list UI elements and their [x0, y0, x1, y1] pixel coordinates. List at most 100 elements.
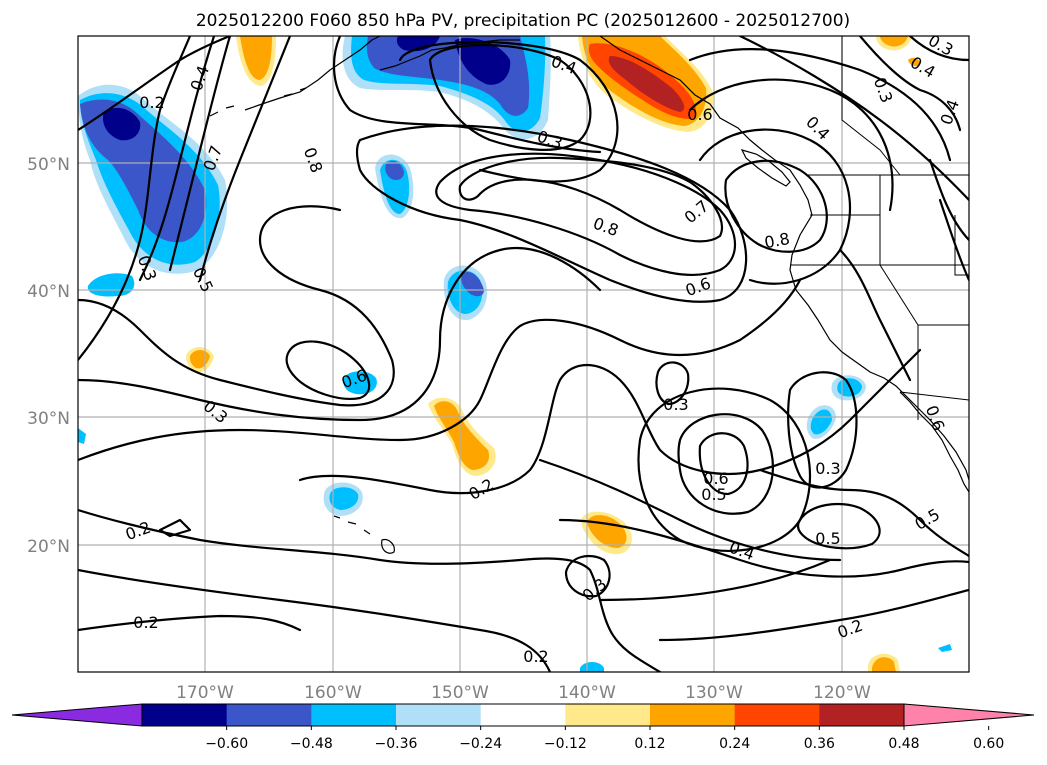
colorbar-segment: [396, 704, 482, 726]
lon-tick-label: 140°W: [558, 683, 616, 703]
colorbar-ticks: −0.60 −0.48 −0.36 −0.24 −0.12 0.12 0.24 0.36 0.4…: [205, 726, 1004, 752]
colorbar-segment: [480, 704, 566, 726]
colorbar-tick-label: −0.12: [544, 736, 587, 752]
contour-ne-ridge-3: [688, 78, 894, 212]
contour-far-ne: [928, 158, 969, 242]
state-borders: [790, 175, 969, 420]
lon-tick-label: 150°W: [431, 683, 489, 703]
contour-se-1: [658, 588, 969, 642]
contour-loop-east-5: [796, 502, 881, 550]
neg-region-north-max: [396, 36, 511, 85]
contour-label: 0.5: [815, 529, 840, 548]
lon-tick-label: 160°W: [304, 683, 362, 703]
contour-nw-trough-4: [198, 36, 292, 282]
colorbar-segment: [734, 704, 820, 726]
hawaii-islands: [333, 515, 395, 554]
neg-region-small-2-inner: [329, 487, 359, 510]
contour-loop-east-3: [637, 387, 812, 552]
contour-loop-east-4: [787, 371, 858, 489]
contour-central-1: [298, 348, 922, 495]
neg-region-tiny-2: [580, 662, 604, 672]
contour-west-1: [78, 205, 395, 407]
lat-tick-label: 20°N: [27, 537, 70, 557]
lon-tick-label: 170°W: [176, 683, 234, 703]
colorbar-extend-high: [903, 703, 1035, 727]
contour-north-1: [332, 36, 602, 154]
contour-loop-east-1: [698, 432, 749, 496]
pos-region-top-right-inner: [880, 36, 908, 47]
colorbar-segment: [650, 704, 736, 726]
colorbar-segment: [819, 704, 905, 726]
contour-south-3: [78, 614, 302, 632]
contour-ne-ridge-2: [698, 128, 852, 285]
colorbar-tick-label: −0.24: [459, 736, 502, 752]
contour-loop-east-2: [677, 413, 774, 515]
neg-region-tiny-3: [78, 428, 86, 444]
colorbar-tick-label: 0.12: [634, 736, 665, 752]
lat-tick-label: 50°N: [27, 155, 70, 175]
pos-region-north-west-inner: [240, 36, 272, 80]
colorbar-tick-label: −0.36: [375, 736, 418, 752]
contour-label: 0.5: [701, 485, 726, 504]
neg-region-northwest-max: [102, 107, 141, 141]
colorbar-frame: [141, 703, 905, 727]
contour-nw-trough-3: [168, 36, 232, 272]
coastlines: [209, 36, 969, 554]
contour-label: 0.6: [687, 105, 712, 124]
map-panel: 0.2 0.4 0.7 0.8 0.3 0.5 0.4 0.3 0.6 0.8 …: [77, 35, 970, 673]
lon-tick-labels: 170°W 160°W 150°W 140°W 130°W 120°W: [176, 683, 871, 703]
pos-region-top-right-2: [908, 57, 920, 67]
colorbar-tick-label: 0.24: [719, 736, 750, 752]
colorbar-segments: [11, 703, 1035, 727]
us-mexico-border: [899, 391, 969, 401]
contour-label: 0.6: [703, 469, 728, 488]
contour-loop-south: [564, 554, 611, 598]
pv-contours: [78, 36, 969, 672]
contour-small-box: [158, 518, 192, 538]
pos-region-bottom-right-inner: [872, 657, 896, 672]
contour-gulf: [838, 248, 912, 382]
colorbar-segment: [311, 704, 397, 726]
contour-west-loop: [285, 340, 371, 400]
lon-tick-label: 130°W: [685, 683, 743, 703]
se-alaska-bc-coast: [599, 36, 969, 481]
colorbar-segment: [565, 704, 651, 726]
neg-region-east-2-inner: [810, 409, 832, 435]
colorbar-tick-label: −0.48: [290, 736, 333, 752]
contour-label: 0.3: [663, 395, 688, 414]
contour-se-2: [598, 558, 832, 602]
alaska-peninsula: [379, 39, 520, 71]
colorbar: −0.60 −0.48 −0.36 −0.24 −0.12 0.12 0.24 0.36 0.4…: [11, 703, 1035, 752]
contour-ne-ridge-1: [724, 159, 828, 253]
alaska-coast: [244, 36, 381, 111]
contour-label: 0.8: [763, 229, 791, 252]
contour-label: 0.2: [139, 93, 164, 112]
contour-north-2: [428, 43, 592, 151]
aleutians: [209, 87, 307, 117]
colorbar-tick-label: 0.60: [973, 736, 1004, 752]
contour-east-3: [538, 458, 842, 562]
contour-north-3: [398, 40, 619, 183]
contour-west-3: [78, 278, 802, 462]
lat-tick-labels: 50°N 40°N 30°N 20°N: [27, 155, 70, 557]
map-background: [78, 36, 969, 672]
neg-region-tiny-1: [938, 644, 952, 652]
lat-tick-label: 30°N: [27, 409, 70, 429]
lon-tick-label: 120°W: [813, 683, 871, 703]
figure-title: 2025012200 F060 850 hPa PV, precipitatio…: [196, 11, 850, 31]
contour-jet-2: [435, 152, 736, 276]
contour-nw-trough-5: [78, 36, 192, 362]
colorbar-tick-label: −0.60: [205, 736, 248, 752]
baja-coast: [899, 391, 969, 493]
colorbar-segment: [226, 704, 312, 726]
contour-south-1: [78, 508, 662, 672]
colorbar-tick-label: 0.36: [804, 736, 835, 752]
contour-far-e: [938, 198, 969, 282]
contour-ne-corner-1: [858, 36, 962, 132]
contour-ne-corner-2: [908, 36, 969, 62]
pos-region-central-south-inner: [434, 401, 490, 470]
contour-nw-trough-1: [78, 36, 232, 132]
contour-label: 0.2: [523, 647, 548, 666]
map-frame: [77, 35, 970, 673]
pos-region-northeast-max: [608, 56, 685, 112]
